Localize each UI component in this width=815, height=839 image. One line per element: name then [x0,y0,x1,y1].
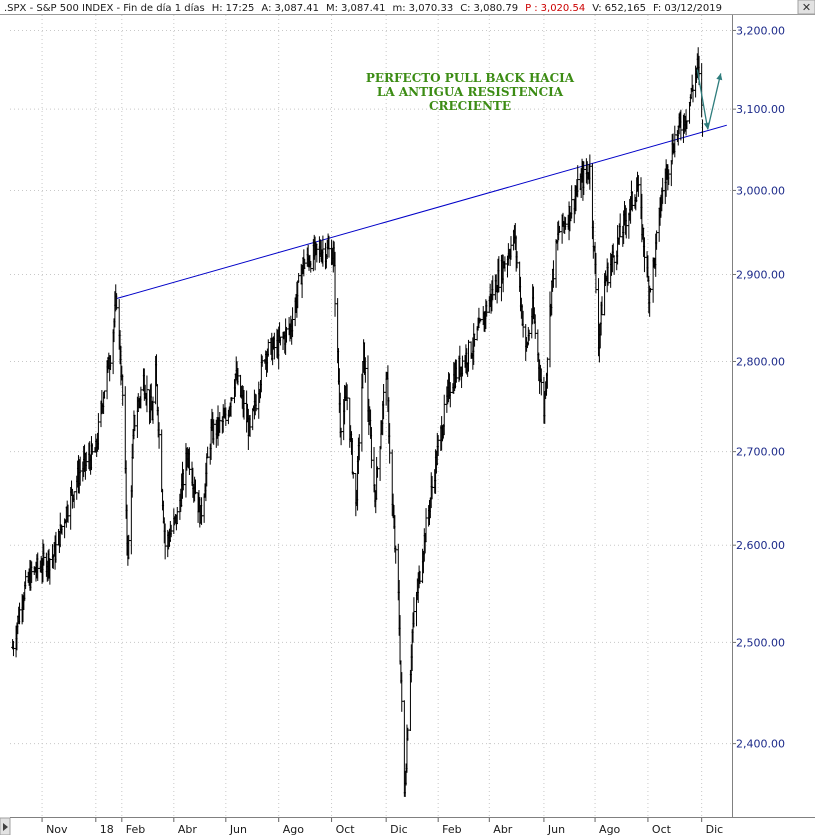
y-tick-label: 3,100.00 [736,103,785,116]
x-tick-label: Feb [442,823,461,835]
price-bars [11,47,704,797]
x-tick-label: Ago [283,823,305,835]
y-tick-label: 2,500.00 [736,636,785,649]
x-tick-label: Abr [493,823,513,835]
header-info: .SPX - S&P 500 INDEX - Fin de día 1 días… [4,2,722,14]
header-field-label: M: [326,3,338,14]
annotation-line-1: PERFECTO PULL BACK HACIA [366,71,575,85]
chevron-left-icon [3,823,8,831]
x-tick-label: Nov [46,823,68,835]
header-field-value: 3,070.33 [409,3,454,14]
x-tick-label: 18 [100,823,114,835]
header-field-label: F: [653,3,661,14]
x-tick-label: Jun [229,823,247,835]
x-tick-label: Dic [390,823,408,835]
close-chart-button[interactable] [797,0,815,15]
x-tick-label: Oct [652,823,672,835]
x-tick-label: Jun [547,823,565,835]
annotation-line-2: LA ANTIGUA RESISTENCIA [377,85,564,99]
x-tick-label: Feb [126,823,145,835]
header-field-value: 03/12/2019 [664,3,722,14]
x-tick-label: Dic [706,823,724,835]
header-field-value: 3,020.54 [541,3,586,14]
y-tick-label: 2,700.00 [736,446,785,459]
arrow-down-line [696,69,709,130]
header-field-label: A: [261,3,271,14]
y-tick-label: 2,400.00 [736,738,785,751]
header-field-label: C: [460,3,470,14]
x-tick-label: Ago [599,823,621,835]
annotation-arrows [696,69,723,130]
header-field-value: 3,087.41 [341,3,386,14]
y-tick-label: 3,200.00 [736,24,785,37]
header-field-value: 3,087.41 [274,3,319,14]
header-field-label: m: [393,3,406,14]
annotation-text: PERFECTO PULL BACK HACIA LA ANTIGUA RESI… [366,71,575,113]
header-field-label: P : [525,3,538,14]
header-field-label: V: [592,3,601,14]
arrow-up-line [707,73,722,130]
x-tick-label: Abr [178,823,198,835]
grid-lines [10,15,732,817]
y-tick-label: 2,600.00 [736,539,785,552]
header-field-value: 3,080.79 [474,3,519,14]
trendline-layer [116,124,727,300]
x-tick-label: Oct [336,823,356,835]
close-icon: ✕ [802,1,811,14]
y-tick-label: 2,800.00 [736,355,785,368]
axes: 3,200.00 3,100.00 3,000.00 2,900.00 2,800.00… [10,15,815,836]
resistance-trendline [116,124,727,300]
header-field-value: 17:25 [226,3,255,14]
header-field-value: 652,165 [605,3,646,14]
annotation-line-3: CRECIENTE [429,99,511,113]
symbol-label: .SPX - S&P 500 INDEX - Fin de día 1 días [4,2,205,14]
arrow-down-head [703,122,710,130]
y-tick-label: 2,900.00 [736,268,785,281]
y-tick-label: 3,000.00 [736,184,785,197]
header-field-label: H: [212,3,223,14]
arrow-up-head [716,73,723,81]
